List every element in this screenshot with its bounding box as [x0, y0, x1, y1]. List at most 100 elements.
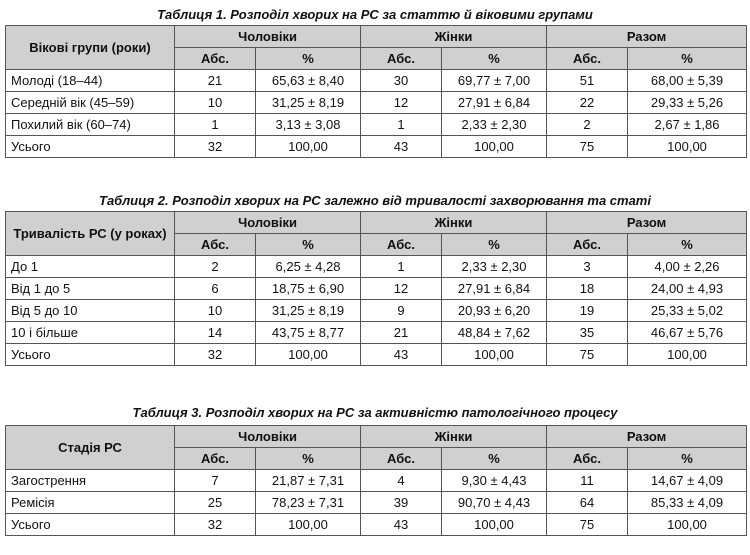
- abs-cell: 43: [360, 513, 443, 536]
- percent-cell: 27,91 ± 6,84: [441, 91, 548, 114]
- abs-header: Абс.: [174, 447, 256, 470]
- table-row: До 1 2 6,25 ± 4,28 1 2,33 ± 2,30 3 4,00 ± 2,26: [5, 255, 748, 278]
- abs-cell: 30: [360, 69, 443, 92]
- table-row: 10 і більше 14 43,75 ± 8,77 21 48,84 ± 7,62 3…: [5, 321, 748, 344]
- percent-cell: 90,70 ± 4,43: [441, 491, 548, 514]
- abs-cell: 1: [174, 113, 256, 136]
- abs-header: Абс.: [546, 447, 629, 470]
- abs-cell: 39: [360, 491, 443, 514]
- percent-cell: 100,00: [627, 513, 748, 536]
- row-label: Від 1 до 5: [5, 277, 175, 300]
- abs-cell: 21: [360, 321, 443, 344]
- abs-cell: 9: [360, 299, 443, 322]
- percent-cell: 2,33 ± 2,30: [441, 113, 548, 136]
- abs-header: Абс.: [360, 47, 443, 70]
- percent-header: %: [627, 233, 748, 256]
- abs-cell: 75: [546, 343, 629, 366]
- group-header: Жінки: [360, 425, 548, 448]
- abs-cell: 19: [546, 299, 629, 322]
- table2-caption: Таблиця 2. Розподіл хворих на РС залежно…: [99, 193, 651, 208]
- subheader-row: Абс.% Абс.% Абс.%: [6, 447, 748, 470]
- abs-cell: 12: [360, 277, 443, 300]
- percent-cell: 29,33 ± 5,26: [627, 91, 748, 114]
- abs-cell: 21: [174, 69, 256, 92]
- group-header: Разом: [546, 211, 748, 234]
- group-header: Чоловіки: [173, 25, 362, 48]
- group-header: Чоловіки: [173, 211, 362, 234]
- percent-cell: 100,00: [254, 513, 362, 536]
- percent-cell: 27,91 ± 6,84: [441, 277, 548, 300]
- percent-cell: 20,93 ± 6,20: [441, 299, 548, 322]
- percent-cell: 65,63 ± 8,40: [254, 69, 362, 92]
- abs-header: Абс.: [546, 47, 629, 70]
- row-label: Похилий вік (60–74): [5, 113, 175, 136]
- abs-header: Абс.: [546, 233, 629, 256]
- table-row: Середній вік (45–59) 10 31,25 ± 8,19 12 27,9…: [5, 91, 748, 114]
- abs-cell: 25: [174, 491, 256, 514]
- abs-cell: 32: [174, 513, 256, 536]
- percent-cell: 68,00 ± 5,39: [627, 69, 748, 92]
- table-row: Ремісія 25 78,23 ± 7,31 39 90,70 ± 4,43 64 85,…: [5, 491, 748, 514]
- table-row: Від 5 до 10 10 31,25 ± 8,19 9 20,93 ± 6,20 19…: [5, 299, 748, 322]
- abs-cell: 1: [360, 255, 443, 278]
- table2: Тривалість РС (у роках) Чоловіки Жінки Разо…: [5, 211, 748, 366]
- abs-cell: 3: [546, 255, 629, 278]
- percent-header: %: [627, 47, 748, 70]
- percent-cell: 100,00: [441, 513, 548, 536]
- table-row: Загострення 7 21,87 ± 7,31 4 9,30 ± 4,43 11 14…: [5, 469, 748, 492]
- percent-cell: 4,00 ± 2,26: [627, 255, 748, 278]
- group-header: Жінки: [360, 211, 548, 234]
- row-label: Усього: [5, 513, 175, 536]
- percent-header: %: [441, 233, 548, 256]
- row-label: Молоді (18–44): [5, 69, 175, 92]
- row-label: Від 5 до 10: [5, 299, 175, 322]
- abs-cell: 75: [546, 513, 629, 536]
- abs-cell: 7: [174, 469, 256, 492]
- abs-cell: 11: [546, 469, 629, 492]
- abs-cell: 51: [546, 69, 629, 92]
- percent-cell: 100,00: [441, 343, 548, 366]
- percent-cell: 48,84 ± 7,62: [441, 321, 548, 344]
- group-header: Разом: [546, 425, 748, 448]
- abs-cell: 35: [546, 321, 629, 344]
- group-header: Разом: [546, 25, 748, 48]
- percent-cell: 100,00: [254, 135, 362, 158]
- abs-cell: 1: [360, 113, 443, 136]
- percent-cell: 18,75 ± 6,90: [254, 277, 362, 300]
- percent-cell: 21,87 ± 7,31: [254, 469, 362, 492]
- group-header: Жінки: [360, 25, 548, 48]
- subheader-row: Абс.% Абс.% Абс.%: [6, 233, 748, 256]
- abs-header: Абс.: [360, 233, 443, 256]
- percent-header: %: [254, 233, 362, 256]
- header-row: Тривалість РС (у роках) Чоловіки Жінки Разо…: [5, 211, 748, 256]
- table-row: Усього 32 100,00 43 100,00 75 100,00: [5, 135, 748, 158]
- table-row: Усього 32 100,00 43 100,00 75 100,00: [5, 513, 748, 536]
- row-label: Усього: [5, 135, 175, 158]
- row-label: Загострення: [5, 469, 175, 492]
- percent-cell: 85,33 ± 4,09: [627, 491, 748, 514]
- header-row: Вікові групи (роки) Чоловіки Жінки Разом: [5, 25, 748, 70]
- percent-cell: 100,00: [441, 135, 548, 158]
- percent-cell: 31,25 ± 8,19: [254, 91, 362, 114]
- percent-cell: 78,23 ± 7,31: [254, 491, 362, 514]
- abs-cell: 6: [174, 277, 256, 300]
- abs-cell: 4: [360, 469, 443, 492]
- abs-cell: 10: [174, 91, 256, 114]
- abs-cell: 64: [546, 491, 629, 514]
- percent-cell: 2,33 ± 2,30: [441, 255, 548, 278]
- header-row: Стадія РС Чоловіки Жінки Разом: [5, 425, 748, 470]
- row-label: До 1: [5, 255, 175, 278]
- table-row: Усього 32 100,00 43 100,00 75 100,00: [5, 343, 748, 366]
- abs-header: Абс.: [174, 233, 256, 256]
- percent-cell: 31,25 ± 8,19: [254, 299, 362, 322]
- abs-cell: 10: [174, 299, 256, 322]
- percent-cell: 25,33 ± 5,02: [627, 299, 748, 322]
- table3-caption: Таблиця 3. Розподіл хворих на РС за акти…: [132, 405, 618, 420]
- row-label: Ремісія: [5, 491, 175, 514]
- group-header: Чоловіки: [173, 425, 362, 448]
- abs-cell: 2: [546, 113, 629, 136]
- percent-cell: 100,00: [627, 135, 748, 158]
- percent-cell: 69,77 ± 7,00: [441, 69, 548, 92]
- abs-cell: 22: [546, 91, 629, 114]
- abs-cell: 12: [360, 91, 443, 114]
